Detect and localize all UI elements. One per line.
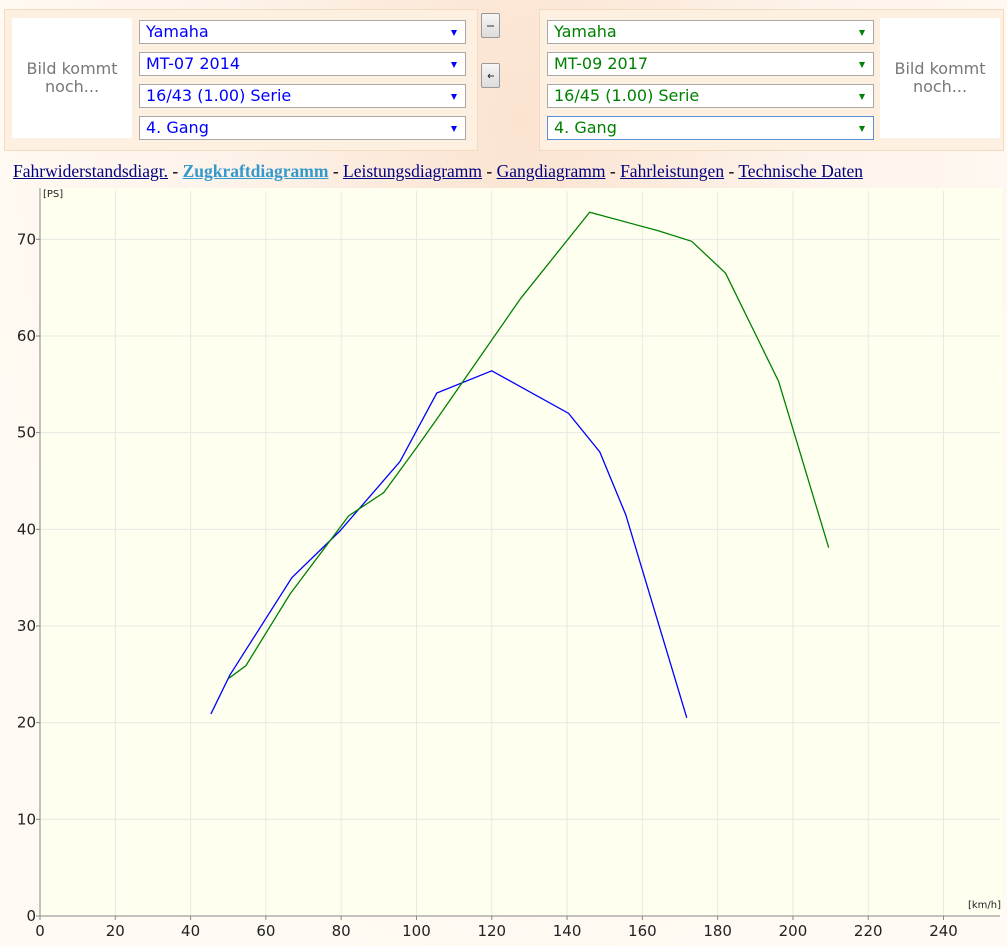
y-tick-label: 40 [17,520,36,538]
x-tick-label: 220 [854,922,883,940]
y-tick-label: 10 [17,810,36,828]
x-tick-label: 40 [181,922,200,940]
series-line [228,211,830,679]
x-tick-label: 80 [332,922,351,940]
remove-button[interactable] [481,13,500,38]
x-tick-label: 160 [628,922,657,940]
nav-separator: - [609,161,616,181]
y-tick-label: 0 [26,907,36,925]
nav-link[interactable]: Fahrwiderstandsdiagr. [13,161,169,181]
x-tick-label: 20 [106,922,125,940]
image-placeholder: Bild kommt noch... [880,18,1000,138]
nav-separator: - [332,161,339,181]
nav-separator: - [728,161,735,181]
gear-select[interactable]: 4. Gang [139,116,466,140]
brand-select[interactable]: Yamaha [547,20,874,44]
image-placeholder: Bild kommt noch... [12,18,132,138]
x-tick-label: 140 [553,922,582,940]
nav-separator: - [172,161,179,181]
y-axis-label: [PS] [43,189,63,200]
gearing-select[interactable]: 16/43 (1.00) Serie [139,84,466,108]
plot-background [40,188,1002,916]
swap-button[interactable] [481,63,500,88]
model-select[interactable]: MT-09 2017 [547,52,874,76]
remove-icon [487,25,494,27]
x-tick-label: 200 [779,922,808,940]
x-tick-label: 60 [256,922,275,940]
nav-link[interactable]: Technische Daten [738,161,863,181]
nav-link[interactable]: Leistungsdiagramm [343,161,483,181]
y-tick-label: 20 [17,714,36,732]
y-tick-label: 30 [17,617,36,635]
brand-select[interactable]: Yamaha [139,20,466,44]
nav-link[interactable]: Zugkraftdiagramm [182,161,329,181]
nav-separator: - [486,161,493,181]
x-tick-label: 100 [402,922,431,940]
series-line [210,370,688,719]
nav-link[interactable]: Fahrleistungen [620,161,725,181]
x-tick-label: 240 [929,922,958,940]
x-tick-label: 120 [477,922,506,940]
gear-select[interactable]: 4. Gang [547,116,874,140]
x-tick-label: 180 [703,922,732,940]
y-tick-label: 50 [17,424,36,442]
model-select[interactable]: MT-07 2014 [139,52,466,76]
arrow-icon [487,73,494,79]
x-axis-label: [km/h] [968,900,1001,911]
y-tick-label: 70 [17,230,36,248]
x-tick-label: 0 [35,922,45,940]
gearing-select[interactable]: 16/45 (1.00) Serie [547,84,874,108]
diagram-nav: Fahrwiderstandsdiagr. - Zugkraftdiagramm… [13,161,1003,182]
nav-link[interactable]: Gangdiagramm [496,161,606,181]
y-tick-label: 60 [17,327,36,345]
